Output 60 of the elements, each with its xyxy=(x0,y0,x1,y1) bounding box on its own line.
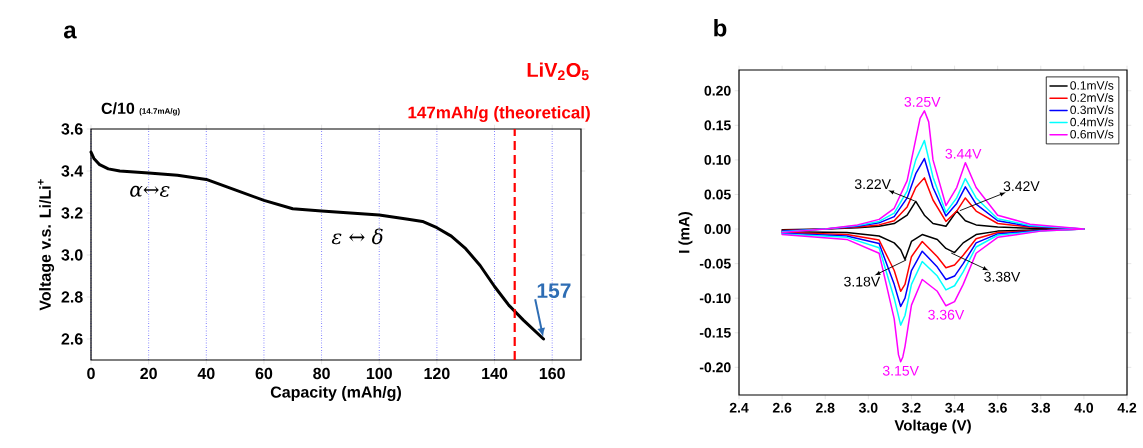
y-tick-label: 2.8 xyxy=(61,291,83,303)
x-tick-label: 120 xyxy=(424,367,450,380)
x-tick-label: 2.4 xyxy=(729,402,749,413)
chart-subtitle: (14.7mA/g) xyxy=(139,108,180,116)
y-axis-title: I (mA) xyxy=(678,212,693,253)
y-tick-label: -0.10 xyxy=(699,293,731,304)
x-tick-label: 3.2 xyxy=(902,402,921,413)
legend-label: 0.2mV/s xyxy=(1070,93,1114,102)
x-axis-title: Voltage (V) xyxy=(894,419,971,434)
annotation: 3.38V xyxy=(984,271,1021,282)
annotation: 3.42V xyxy=(1003,181,1040,192)
y-tick-label: 3.6 xyxy=(61,123,83,135)
annotation: 157 xyxy=(537,283,571,299)
y-axis-title: Voltage v.s. Li/Li$^{+}$ xyxy=(37,179,55,311)
annotation: 3.22V xyxy=(854,179,891,190)
y-tick-label: 3.2 xyxy=(61,207,83,219)
x-tick-label: 40 xyxy=(197,367,215,380)
x-tick-label: 3.0 xyxy=(858,402,878,413)
x-tick-label: 140 xyxy=(482,367,508,380)
annotation: 3.36V xyxy=(928,309,965,320)
y-tick-label: -0.20 xyxy=(699,362,731,373)
annotation: 3.25V xyxy=(904,96,941,107)
y-tick-label: 0.05 xyxy=(704,189,731,200)
x-tick-label: 3.4 xyxy=(945,402,965,413)
x-tick-label: 80 xyxy=(313,367,330,380)
ref-line-label: 147mAh/g (theoretical) xyxy=(408,106,590,122)
y-tick-label: 3.4 xyxy=(61,165,84,177)
x-tick-label: 60 xyxy=(255,367,273,380)
x-tick-label: 4.2 xyxy=(1117,402,1137,413)
y-tick-label: 0.10 xyxy=(704,154,731,165)
y-tick-label: 2.6 xyxy=(61,333,83,345)
annotation: 3.44V xyxy=(945,148,982,159)
legend-label: 0.1mV/s xyxy=(1070,80,1114,90)
annotation: 3.15V xyxy=(882,365,919,376)
x-tick-label: 2.8 xyxy=(815,402,835,413)
y-tick-label: -0.05 xyxy=(699,258,731,269)
y-tick-label: 0.20 xyxy=(704,85,731,96)
legend-label: 0.4mV/s xyxy=(1070,117,1114,127)
text: b xyxy=(714,18,727,37)
legend-label: 0.3mV/s xyxy=(1070,105,1114,115)
x-tick-label: 4.0 xyxy=(1074,402,1094,413)
text: a xyxy=(63,25,77,39)
x-tick-label: 0 xyxy=(87,367,95,380)
annotation: ε ↔ δ xyxy=(331,228,383,245)
x-axis-title: Capacity (mAh/g) xyxy=(270,386,401,401)
legend-label: 0.6mV/s xyxy=(1070,129,1114,139)
annotation: α↔ε xyxy=(130,185,170,197)
y-tick-label: 0.15 xyxy=(704,120,731,131)
x-tick-label: 3.6 xyxy=(988,402,1007,413)
annotation: 3.18V xyxy=(844,276,881,287)
x-tick-label: 2.6 xyxy=(772,402,792,413)
y-tick-label: -0.15 xyxy=(699,327,731,338)
x-tick-label: 160 xyxy=(539,367,565,380)
x-tick-label: 20 xyxy=(140,367,157,380)
y-tick-label: 3.0 xyxy=(61,249,83,261)
chart-title: C/10 xyxy=(101,102,135,115)
y-tick-label: 0.00 xyxy=(704,224,731,234)
x-tick-label: 100 xyxy=(366,367,392,380)
x-tick-label: 3.8 xyxy=(1031,402,1051,413)
text: LiV$_{2}$O$_{5}$ xyxy=(527,62,589,81)
